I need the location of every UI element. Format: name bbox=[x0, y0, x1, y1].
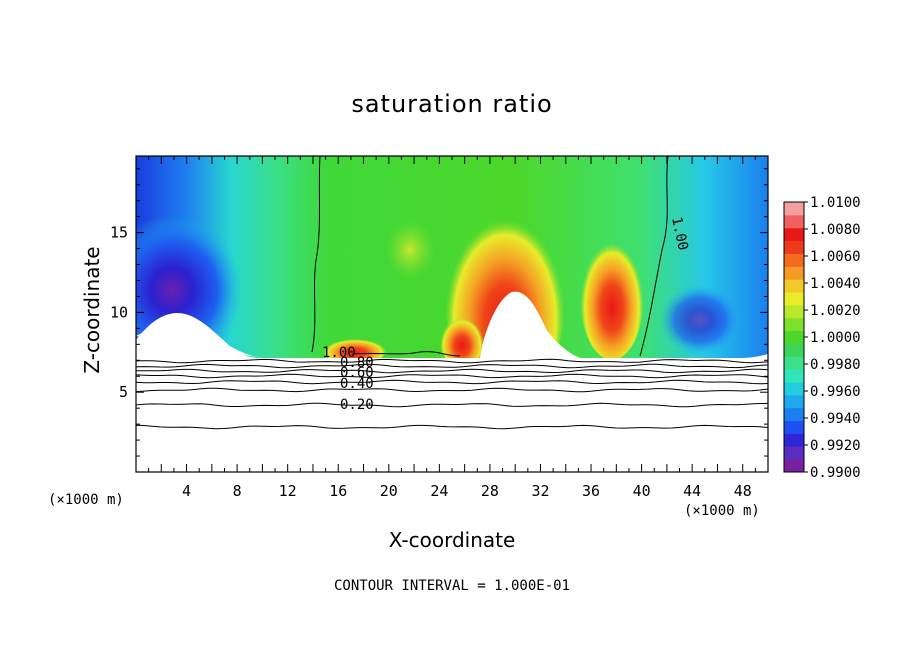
contour-one-left bbox=[311, 155, 321, 353]
colorbar-swatch bbox=[784, 420, 804, 434]
x-tick-label: 44 bbox=[683, 482, 701, 500]
contour-label: 0.80 bbox=[340, 355, 374, 371]
colorbar-swatch bbox=[784, 253, 804, 267]
contour-line bbox=[135, 387, 769, 393]
colorbar-label: 0.9960 bbox=[810, 384, 861, 400]
warm-region-mid bbox=[440, 312, 484, 368]
colorbar-swatch bbox=[784, 304, 804, 319]
y-tick-label: 5 bbox=[119, 383, 128, 401]
colorbar-label: 0.9920 bbox=[810, 438, 861, 454]
colorbar-swatch bbox=[784, 433, 804, 447]
colorbar-label: 0.9900 bbox=[810, 465, 861, 481]
masked-hill-left bbox=[136, 312, 258, 358]
x-tick-label: 36 bbox=[582, 482, 600, 500]
contour-label: 0.60 bbox=[340, 365, 374, 381]
colorbar-label: 1.0100 bbox=[810, 195, 861, 211]
contour-lines: 1.000.800.600.400.201.00 bbox=[135, 155, 769, 430]
x-unit-left: (×1000 m) bbox=[48, 492, 124, 508]
x-tick-label: 8 bbox=[233, 482, 242, 500]
x-tick-label: 28 bbox=[481, 482, 499, 500]
colorbar-swatch bbox=[784, 202, 804, 216]
plot-field bbox=[136, 156, 768, 472]
x-tick-label: 24 bbox=[430, 482, 448, 500]
colorbar: 1.0100 1.0080 1.0060 1.0040 1.0020 1.0000 0.99… bbox=[783, 195, 861, 481]
contour-label: 0.40 bbox=[340, 376, 374, 392]
y-tick-label: 15 bbox=[110, 224, 128, 242]
colorbar-label: 1.0060 bbox=[810, 249, 861, 265]
colorbar-swatch bbox=[784, 343, 804, 357]
y-tick-label: 10 bbox=[110, 303, 128, 321]
x-tick-label: 20 bbox=[380, 482, 398, 500]
colorbar-swatch bbox=[784, 279, 804, 293]
x-tick-label: 16 bbox=[329, 482, 347, 500]
colorbar-swatch bbox=[784, 214, 804, 229]
warm-region-small bbox=[323, 336, 387, 364]
x-tick-label: 32 bbox=[531, 482, 549, 500]
contour-interval-note: CONTOUR INTERVAL = 1.000E-01 bbox=[333, 578, 570, 594]
warm-region-right bbox=[580, 230, 644, 360]
contour-line bbox=[135, 379, 769, 385]
colorbar-label: 0.9980 bbox=[810, 357, 861, 373]
colorbar-swatch bbox=[784, 446, 804, 460]
colorbar-swatch bbox=[784, 369, 804, 383]
colorbar-swatch bbox=[784, 356, 804, 370]
colorbar-swatch bbox=[784, 266, 804, 280]
contour-label: 1.00 bbox=[668, 216, 691, 252]
contour-line bbox=[135, 424, 769, 430]
colorbar-swatch bbox=[784, 407, 804, 422]
colorbar-label: 1.0040 bbox=[810, 276, 861, 292]
colorbar-swatch bbox=[784, 227, 804, 242]
colorbar-swatch bbox=[784, 292, 804, 306]
colorbar-swatch bbox=[784, 382, 804, 396]
contour-line bbox=[135, 368, 769, 374]
contour-label: 1.00 bbox=[322, 345, 356, 361]
contour-line bbox=[135, 373, 769, 379]
x-axis-label: X-coordinate bbox=[388, 528, 516, 552]
x-tick-label: 40 bbox=[633, 482, 651, 500]
x-tick-label: 4 bbox=[182, 482, 191, 500]
colorbar-swatch bbox=[784, 394, 804, 409]
x-tick-label: 12 bbox=[279, 482, 297, 500]
colorbar-label: 0.9940 bbox=[810, 411, 861, 427]
colorbar-swatch bbox=[784, 317, 804, 332]
masked-hill-center bbox=[480, 291, 580, 358]
colorbar-label: 1.0020 bbox=[810, 303, 861, 319]
contour-label: 0.20 bbox=[340, 397, 374, 413]
chart-title: saturation ratio bbox=[351, 90, 553, 118]
colorbar-swatch bbox=[784, 240, 804, 254]
y-axis-label: Z-coordinate bbox=[80, 246, 104, 374]
contour-line bbox=[135, 363, 769, 369]
contour-line bbox=[135, 358, 769, 364]
yellow-patch bbox=[385, 220, 435, 280]
cold-region-right bbox=[660, 285, 740, 355]
contour-line bbox=[135, 402, 769, 408]
colorbar-swatch bbox=[784, 459, 804, 473]
contour-one-bottom bbox=[351, 351, 461, 357]
colorbar-swatch bbox=[784, 330, 804, 344]
colorbar-label: 1.0080 bbox=[810, 222, 861, 238]
colorbar-label: 1.0000 bbox=[810, 330, 861, 346]
x-tick-label: 48 bbox=[734, 482, 752, 500]
contour-one-right bbox=[639, 155, 669, 357]
x-unit-right: (×1000 m) bbox=[684, 503, 760, 519]
